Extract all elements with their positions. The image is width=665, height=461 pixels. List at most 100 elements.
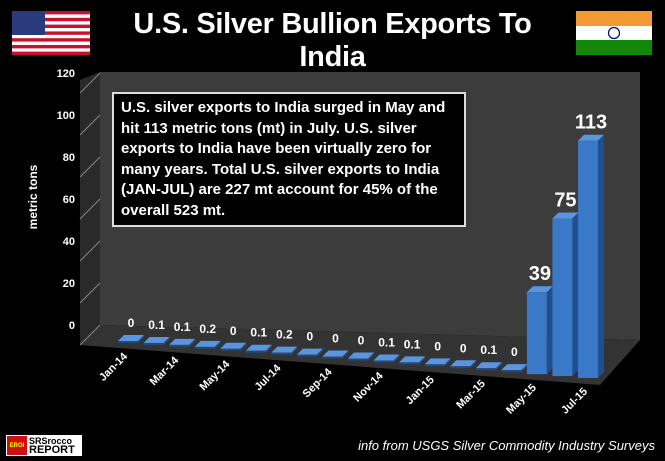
bar-side [189, 338, 196, 347]
bar [271, 352, 292, 355]
y-gridtick [79, 72, 101, 94]
y-axis-label: metric tons [26, 164, 40, 230]
bar [552, 218, 573, 377]
x-tick-label: Sep-14 [301, 366, 336, 401]
bar-top [578, 134, 604, 141]
y-tick-label: 0 [69, 320, 75, 332]
logo-line2: REPORT [29, 443, 75, 456]
bar-side [393, 354, 400, 363]
chart-title: U.S. Silver Bullion Exports To India [133, 8, 532, 73]
logo-line1: SRSrocco [29, 435, 73, 446]
bar [118, 341, 138, 343]
bar-top [322, 350, 349, 357]
bar [424, 364, 445, 367]
y-tick-label: 40 [63, 236, 75, 248]
x-tick-label: May-14 [197, 358, 232, 393]
srsrocco-logo: EROI SRSrocco REPORT [6, 435, 82, 456]
y-tick-label: 80 [63, 152, 75, 164]
bar-top [424, 358, 451, 365]
bar-top [169, 338, 196, 345]
data-label: 0.2 [276, 328, 293, 342]
bar-side [521, 364, 528, 373]
bar-side [598, 134, 604, 378]
source-note: info from USGS Silver Commodity Industry… [358, 438, 655, 453]
y-tick-label: 120 [57, 68, 75, 80]
bar-side [240, 342, 247, 351]
bar-side [291, 346, 298, 355]
bar [348, 358, 368, 361]
data-label: 0 [460, 341, 467, 355]
data-label: 0.1 [174, 320, 191, 334]
bar-top [348, 352, 374, 359]
bar-top [143, 336, 170, 343]
data-label: 0.1 [480, 343, 497, 357]
y-gridtick [79, 240, 101, 262]
bar [322, 356, 343, 359]
bar-side [163, 336, 170, 345]
x-tick-label: Jul-15 [559, 386, 590, 417]
bar-side [342, 350, 349, 359]
bar-side [546, 286, 553, 375]
bar-top [118, 335, 144, 341]
bar [169, 344, 190, 347]
bar-top [220, 342, 247, 349]
bar [194, 346, 215, 349]
bar-side [214, 340, 221, 349]
logo-badge: EROI [7, 436, 27, 455]
x-tick-label: Jan-15 [404, 374, 437, 407]
bar-side [316, 348, 323, 357]
data-label: 0.1 [404, 337, 421, 351]
bar-top [194, 340, 221, 347]
data-label: 0.1 [250, 326, 267, 340]
bar-top [245, 344, 272, 351]
y-tick-label: 20 [63, 278, 75, 290]
data-label: 0.1 [378, 335, 395, 349]
bar [578, 140, 598, 378]
us-flag-icon [12, 11, 90, 55]
data-label: 0 [307, 330, 314, 344]
data-label: 0 [128, 316, 135, 330]
data-label: 39 [529, 263, 551, 285]
data-label: 0 [434, 339, 441, 353]
data-label: 0 [332, 332, 339, 346]
bar-side [265, 344, 272, 353]
y-gridtick [79, 114, 101, 136]
bar-top [501, 364, 528, 371]
bar-side [495, 362, 502, 371]
x-tick-label: Jan-14 [97, 350, 131, 384]
bar-top [296, 348, 323, 355]
bar-side [444, 358, 451, 367]
bar [373, 360, 394, 363]
x-tick-label: Jul-14 [252, 362, 284, 394]
bar [526, 292, 547, 375]
bar [143, 342, 164, 345]
y-gridtick [79, 282, 101, 304]
y-gridtick [79, 156, 101, 178]
y-gridtick [79, 324, 101, 346]
india-flag-icon [576, 11, 652, 55]
bar [450, 366, 471, 369]
data-label: 0.2 [199, 322, 216, 336]
y-gridtick [79, 198, 101, 220]
bar [220, 348, 241, 351]
x-tick-label: Nov-14 [351, 369, 386, 404]
y-tick-label: 100 [57, 110, 75, 122]
x-tick-label: May-15 [504, 382, 539, 417]
bar [399, 362, 420, 365]
bar-side [470, 360, 477, 369]
data-label: 113 [575, 112, 607, 134]
bar-top [450, 360, 477, 367]
data-label: 0.1 [148, 318, 165, 332]
data-label: 0 [511, 345, 518, 359]
bar-top [475, 362, 502, 369]
bar [296, 354, 317, 357]
bar [475, 368, 496, 371]
bar-top [399, 356, 426, 363]
data-label: 0 [358, 334, 365, 348]
bar [245, 350, 266, 353]
bar [501, 370, 522, 373]
data-label: 75 [554, 190, 576, 212]
bar-side [368, 352, 374, 361]
